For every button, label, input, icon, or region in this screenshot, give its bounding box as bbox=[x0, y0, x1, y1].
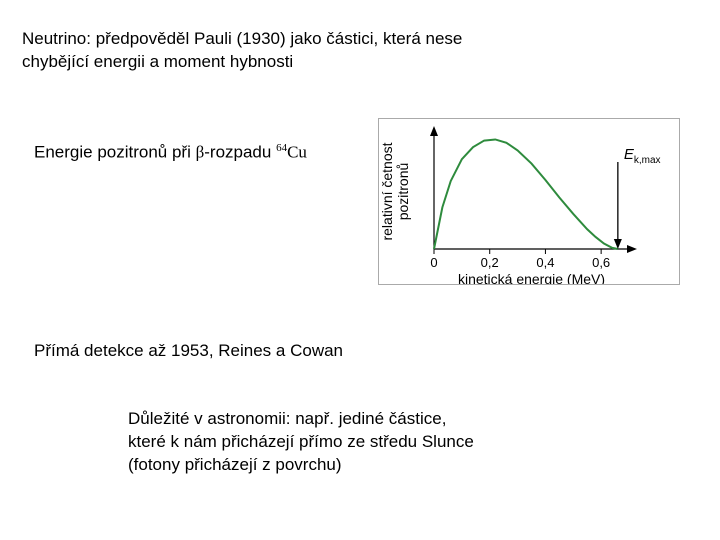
energy-spectrum-chart: 0 0,2 0,4 0,6kinetická energie (MeV) relativ… bbox=[378, 118, 680, 285]
svg-text:0: 0 bbox=[430, 255, 437, 270]
detect-text: Přímá detekce až 1953, Reines a Cowan bbox=[34, 341, 343, 360]
svg-text:Ek,max: Ek,max bbox=[624, 146, 661, 166]
sub-mid: -rozpadu bbox=[204, 143, 276, 162]
svg-text:kinetická energie (MeV): kinetická energie (MeV) bbox=[458, 271, 605, 284]
sub-prefix: Energie pozitronů při bbox=[34, 143, 196, 162]
svg-text:0,6: 0,6 bbox=[592, 255, 610, 270]
svg-text:0,4: 0,4 bbox=[536, 255, 554, 270]
heading-line2: chybějící energii a moment hybnosti bbox=[22, 52, 293, 71]
astro-line3: (fotony přicházejí z povrchu) bbox=[128, 455, 342, 474]
sub-sup: 64 bbox=[276, 142, 287, 154]
sub-cu: Cu bbox=[287, 143, 307, 162]
astro-line2: které k nám přicházejí přímo ze středu S… bbox=[128, 432, 474, 451]
astro-line1: Důležité v astronomii: např. jediné část… bbox=[128, 409, 446, 428]
heading-line1: Neutrino: předpověděl Pauli (1930) jako … bbox=[22, 29, 462, 48]
svg-text:0,2: 0,2 bbox=[481, 255, 499, 270]
svg-text:relativní četnostpozitronů: relativní četnostpozitronů bbox=[379, 142, 411, 240]
